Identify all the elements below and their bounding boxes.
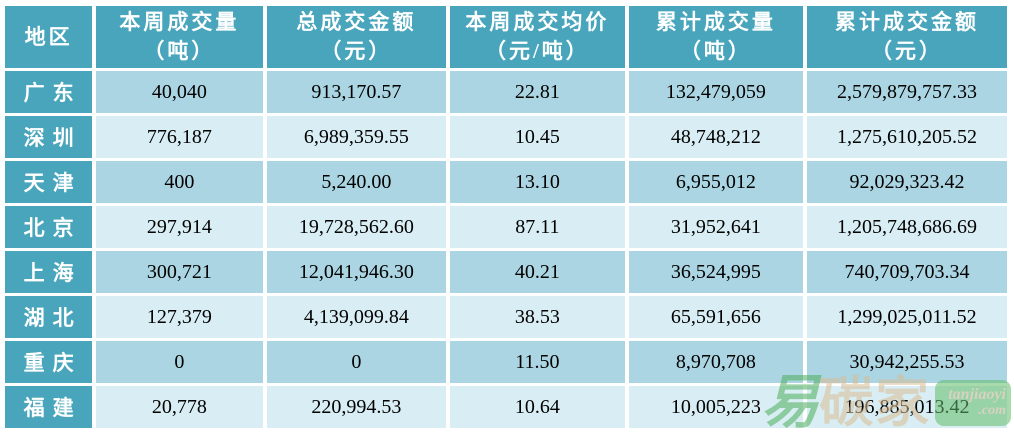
carbon-trading-table: 地区 本周成交量 （吨） 总成交金额 （元） 本周成交均价 （元/吨） 累计成交… <box>1 3 1011 431</box>
header-cell-avg-price: 本周成交均价 （元/吨） <box>450 6 625 68</box>
carbon-trading-table-page: 地区 本周成交量 （吨） 总成交金额 （元） 本周成交均价 （元/吨） 累计成交… <box>0 3 1014 439</box>
data-cell: 87.11 <box>450 206 625 248</box>
header-label: 本周成交均价 <box>465 10 610 34</box>
data-cell: 740,709,703.34 <box>807 251 1007 293</box>
data-cell: 19,728,562.60 <box>266 206 447 248</box>
data-cell: 4,139,099.84 <box>266 296 447 338</box>
data-cell: 30,942,255.53 <box>807 341 1007 383</box>
data-cell: 5,240.00 <box>266 161 447 203</box>
data-cell: 31,952,641 <box>628 206 804 248</box>
header-unit: （吨） <box>143 39 216 63</box>
data-cell: 220,994.53 <box>266 386 447 428</box>
region-cell: 广东 <box>5 71 93 113</box>
data-cell: 0 <box>266 341 447 383</box>
data-cell: 127,379 <box>96 296 263 338</box>
region-cell: 湖北 <box>5 296 93 338</box>
header-label: 本周成交量 <box>119 10 240 34</box>
header-cell-total-amount: 总成交金额 （元） <box>266 6 447 68</box>
region-cell: 深圳 <box>5 116 93 158</box>
data-cell: 65,591,656 <box>628 296 804 338</box>
data-cell: 40.21 <box>450 251 625 293</box>
header-label: 地区 <box>24 24 73 49</box>
data-cell: 92,029,323.42 <box>807 161 1007 203</box>
table-row-hubei: 湖北 127,379 4,139,099.84 38.53 65,591,656… <box>5 296 1007 338</box>
data-cell: 400 <box>96 161 263 203</box>
data-cell: 10.45 <box>450 116 625 158</box>
header-cell-week-volume: 本周成交量 （吨） <box>96 6 263 68</box>
table-row-shanghai: 上海 300,721 12,041,946.30 40.21 36,524,99… <box>5 251 1007 293</box>
header-unit: （元） <box>320 39 393 63</box>
region-cell: 上海 <box>5 251 93 293</box>
data-cell: 913,170.57 <box>266 71 447 113</box>
data-cell: 6,955,012 <box>628 161 804 203</box>
header-cell-cumulative-volume: 累计成交量 （吨） <box>628 6 804 68</box>
header-cell-region: 地区 <box>5 6 93 68</box>
data-cell: 297,914 <box>96 206 263 248</box>
data-cell: 6,989,359.55 <box>266 116 447 158</box>
data-cell: 132,479,059 <box>628 71 804 113</box>
data-cell: 20,778 <box>96 386 263 428</box>
data-cell: 10.64 <box>450 386 625 428</box>
header-unit: （元/吨） <box>484 39 590 63</box>
data-cell: 48,748,212 <box>628 116 804 158</box>
table-row-beijing: 北京 297,914 19,728,562.60 87.11 31,952,64… <box>5 206 1007 248</box>
table-row-fujian: 福建 20,778 220,994.53 10.64 10,005,223 19… <box>5 386 1007 428</box>
data-cell: 1,299,025,011.52 <box>807 296 1007 338</box>
header-unit: （元） <box>871 39 944 63</box>
data-cell: 13.10 <box>450 161 625 203</box>
data-cell: 40,040 <box>96 71 263 113</box>
header-label: 累计成交量 <box>655 10 776 34</box>
region-cell: 北京 <box>5 206 93 248</box>
data-cell: 36,524,995 <box>628 251 804 293</box>
data-cell: 22.81 <box>450 71 625 113</box>
table-row-shenzhen: 深圳 776,187 6,989,359.55 10.45 48,748,212… <box>5 116 1007 158</box>
region-cell: 福建 <box>5 386 93 428</box>
table-row-tianjin: 天津 400 5,240.00 13.10 6,955,012 92,029,3… <box>5 161 1007 203</box>
data-cell: 38.53 <box>450 296 625 338</box>
data-cell: 2,579,879,757.33 <box>807 71 1007 113</box>
data-cell: 10,005,223 <box>628 386 804 428</box>
data-cell: 12,041,946.30 <box>266 251 447 293</box>
data-cell: 11.50 <box>450 341 625 383</box>
header-unit: （吨） <box>679 39 752 63</box>
header-row: 地区 本周成交量 （吨） 总成交金额 （元） 本周成交均价 （元/吨） 累计成交… <box>5 6 1007 68</box>
data-cell: 196,885,013.42 <box>807 386 1007 428</box>
data-cell: 776,187 <box>96 116 263 158</box>
table-row-guangdong: 广东 40,040 913,170.57 22.81 132,479,059 2… <box>5 71 1007 113</box>
region-cell: 天津 <box>5 161 93 203</box>
data-cell: 1,205,748,686.69 <box>807 206 1007 248</box>
data-cell: 0 <box>96 341 263 383</box>
data-cell: 300,721 <box>96 251 263 293</box>
data-cell: 1,275,610,205.52 <box>807 116 1007 158</box>
table-row-chongqing: 重庆 0 0 11.50 8,970,708 30,942,255.53 <box>5 341 1007 383</box>
header-cell-cumulative-amount: 累计成交金额 （元） <box>807 6 1007 68</box>
header-label: 总成交金额 <box>296 10 417 34</box>
region-cell: 重庆 <box>5 341 93 383</box>
header-label: 累计成交金额 <box>835 10 980 34</box>
data-cell: 8,970,708 <box>628 341 804 383</box>
